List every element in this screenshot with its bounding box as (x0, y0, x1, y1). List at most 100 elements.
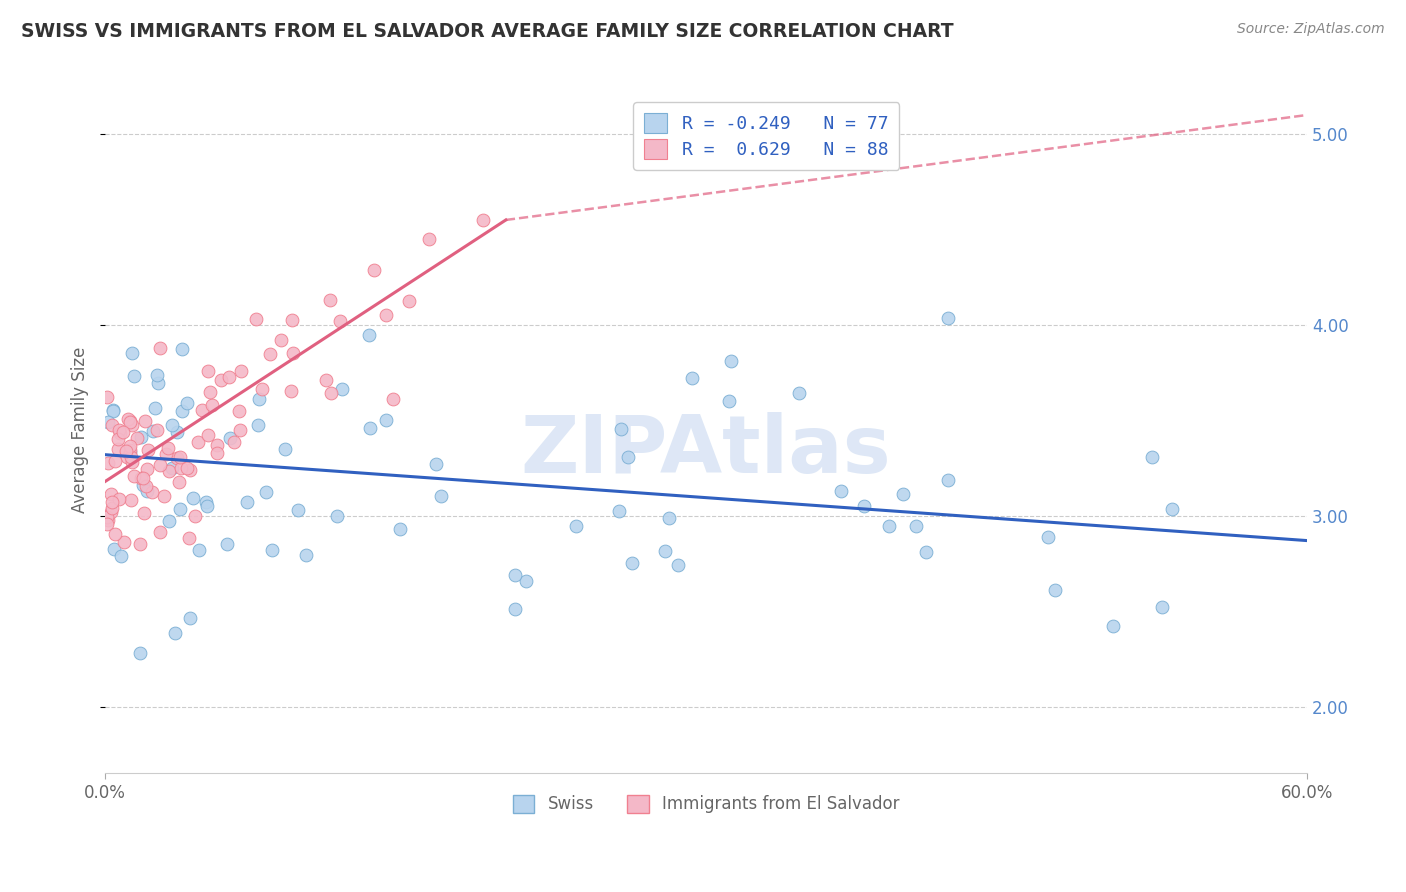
Point (121, 345, 143, 359)
Point (197, 428, 219, 442)
Point (107, 442, 129, 456)
Point (163, 626, 186, 640)
Point (127, 431, 149, 445)
Point (128, 646, 150, 660)
Point (103, 454, 125, 468)
Point (195, 500, 218, 514)
Point (131, 471, 153, 485)
Point (681, 371, 703, 385)
Point (108, 423, 131, 437)
Point (149, 458, 172, 472)
Point (936, 473, 959, 487)
Point (170, 404, 193, 418)
Point (515, 574, 537, 588)
Point (166, 425, 188, 440)
Point (100, 486, 122, 500)
Point (110, 549, 132, 564)
Point (273, 442, 295, 456)
Point (114, 444, 136, 458)
Point (259, 347, 281, 361)
Point (256, 484, 278, 499)
Point (157, 515, 180, 529)
Point (117, 450, 139, 464)
Point (117, 412, 139, 426)
Point (375, 413, 398, 427)
Point (155, 447, 177, 461)
Point (120, 493, 142, 508)
Point (136, 442, 159, 457)
Point (121, 418, 143, 433)
Point (169, 450, 191, 465)
Point (167, 475, 190, 489)
Point (879, 519, 901, 533)
Point (97, 415, 120, 429)
Point (111, 425, 134, 440)
Point (176, 396, 198, 410)
Point (852, 500, 875, 514)
Point (145, 401, 167, 415)
Point (418, 232, 440, 246)
Text: SWISS VS IMMIGRANTS FROM EL SALVADOR AVERAGE FAMILY SIZE CORRELATION CHART: SWISS VS IMMIGRANTS FROM EL SALVADOR AVE… (21, 22, 953, 41)
Point (198, 384, 221, 399)
Point (122, 369, 145, 384)
Point (218, 369, 240, 384)
Point (169, 501, 191, 516)
Point (176, 461, 198, 475)
Point (1043, 583, 1066, 598)
Point (281, 313, 304, 327)
Point (141, 485, 163, 500)
Point (184, 508, 207, 523)
Point (325, 508, 347, 523)
Point (389, 522, 412, 536)
Point (135, 484, 157, 499)
Point (197, 364, 219, 378)
Point (156, 441, 179, 455)
Point (96, 390, 118, 404)
Point (129, 471, 152, 485)
Point (668, 558, 690, 573)
Point (124, 469, 146, 483)
Point (938, 311, 960, 326)
Point (270, 333, 292, 347)
Point (319, 293, 342, 307)
Point (621, 557, 644, 571)
Point (359, 327, 381, 342)
Point (136, 462, 159, 476)
Point (565, 519, 588, 533)
Point (96, 509, 118, 524)
Point (118, 415, 141, 429)
Point (132, 506, 155, 520)
Point (617, 450, 640, 464)
Point (120, 442, 142, 457)
Point (120, 450, 142, 465)
Point (787, 386, 810, 401)
Point (146, 424, 169, 438)
Point (101, 501, 124, 516)
Point (112, 535, 135, 549)
Point (720, 354, 742, 368)
Point (607, 503, 630, 517)
Point (120, 445, 142, 459)
Point (321, 386, 343, 401)
Point (382, 392, 405, 406)
Point (179, 611, 201, 625)
Point (100, 418, 122, 433)
Point (107, 491, 129, 506)
Point (149, 341, 172, 355)
Point (281, 345, 304, 359)
Point (359, 421, 381, 435)
Point (153, 490, 176, 504)
Point (107, 432, 129, 446)
Point (830, 484, 852, 499)
Point (97, 513, 120, 527)
Point (398, 293, 420, 308)
Point (101, 404, 124, 418)
Point (149, 525, 172, 540)
Point (121, 454, 143, 468)
Point (108, 425, 131, 440)
Point (181, 491, 204, 505)
Point (135, 479, 157, 493)
Point (145, 368, 167, 382)
Point (472, 212, 495, 227)
Point (207, 438, 229, 452)
